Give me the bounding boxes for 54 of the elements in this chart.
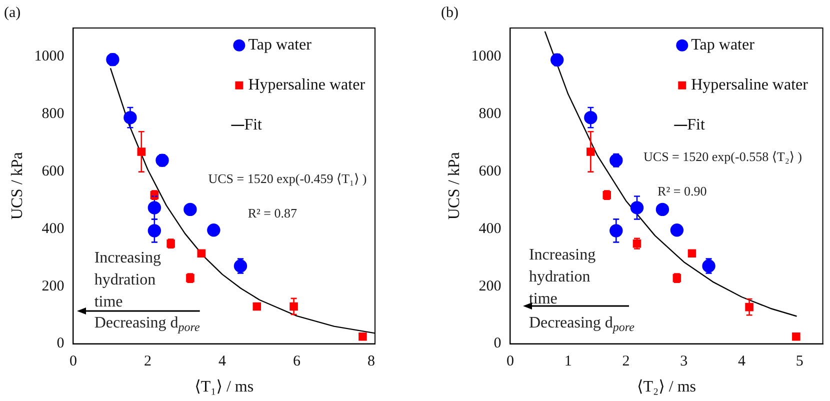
x-tick-label: 5 [796,354,804,370]
point [792,332,800,341]
y-tick-label: 200 [42,278,64,294]
y-tick-label: 0 [494,336,502,352]
y-axis-title: UCS / kPa [8,152,26,220]
x-axis-title: ⟨T₁⟩ / ms [194,378,254,396]
annotation: R² = 0.87 [248,206,298,221]
point [207,224,220,237]
y-tick-label: 600 [42,163,64,180]
legend-label: Tap water [248,36,312,54]
x-axis-title: ⟨T₂⟩ / ms [637,378,696,396]
point [197,249,206,258]
y-tick-label: 1000 [471,48,502,65]
x-tick-label: 4 [218,354,226,370]
point [358,332,367,341]
point [184,202,197,216]
legend-label: Hypersaline water [248,76,366,94]
chart-title: (b) [441,4,458,21]
y-tick-label: 800 [42,106,64,122]
legend-label: Fit [244,116,263,134]
point [234,259,248,273]
point [252,302,262,311]
y-tick-label: 1000 [34,48,64,65]
x-tick-label: 2 [144,354,152,370]
point [148,201,162,214]
x-tick-label: 4 [738,354,746,370]
annotation: Increasing hydration time [94,250,161,311]
y-tick-label: 200 [478,278,502,294]
point [148,224,162,238]
x-tick-label: 0 [69,354,77,370]
y-axis-title: UCS / kPa [446,152,463,220]
point [670,224,684,237]
annotation: UCS = 1520 exp(-0.558 ⟨T₂⟩ ) [644,148,802,164]
y-tick-label: 400 [478,220,502,237]
y-tick-label: 600 [478,163,502,180]
legend-label: Fit [687,116,706,134]
y-tick-label: 800 [478,106,502,122]
x-tick-label: 0 [506,354,514,370]
point [656,202,670,216]
legend-label: Tap water [691,36,756,54]
point [688,249,696,258]
y-tick-label: 400 [42,220,64,237]
x-tick-label: 2 [622,354,630,370]
x-tick-label: 6 [293,354,302,370]
annotation: Increasing hydration time [528,246,596,308]
x-tick-label: 1 [564,354,572,370]
chart-title: (a) [4,4,21,21]
annotation: R² = 0.90 [658,184,707,199]
x-tick-label: 8 [368,354,376,370]
point [630,201,644,214]
annotation: UCS = 1520 exp(-0.459 ⟨T₁⟩ ) [208,171,367,186]
x-tick-label: 3 [680,354,688,370]
y-tick-label: 0 [56,336,64,352]
legend-label: Hypersaline water [691,76,809,94]
